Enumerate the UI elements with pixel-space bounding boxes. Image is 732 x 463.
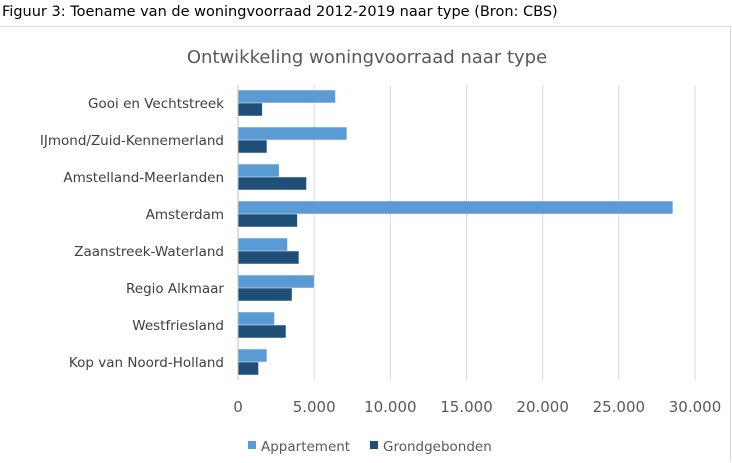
legend: Appartement Grondgebonden — [248, 439, 492, 455]
x-tick-label: 25.000 — [593, 398, 646, 416]
bar-grondgebonden-4 — [238, 214, 298, 227]
bar-grondgebonden-3 — [238, 177, 307, 190]
x-tick-label: 20.000 — [516, 398, 569, 416]
category-label: Gooi en Vechtstreek — [88, 96, 224, 112]
figure-caption: Figuur 3: Toename van de woningvoorraad … — [2, 4, 558, 20]
bar-appartement-4 — [238, 201, 673, 214]
bar-appartement-5 — [238, 238, 288, 251]
bar-appartement-7 — [238, 312, 275, 325]
grid-layer — [237, 85, 696, 380]
bar-appartement-6 — [238, 275, 314, 288]
x-tick-label: 5.000 — [293, 398, 336, 416]
legend-swatch-grondgebonden — [370, 441, 378, 449]
chart-frame — [0, 26, 731, 462]
x-tick-labels: 0 5.000 10.000 15.000 20.000 25.000 30.000 — [233, 398, 721, 416]
bar-grondgebonden-2 — [238, 140, 267, 153]
legend-swatch-appartement — [248, 441, 256, 449]
bar-grondgebonden-5 — [238, 251, 299, 264]
legend-label-grondgebonden: Grondgebonden — [383, 439, 492, 455]
chart-title: Ontwikkeling woningvoorraad naar type — [187, 47, 547, 68]
bar-grondgebonden-8 — [238, 362, 259, 375]
x-tick-label: 10.000 — [364, 398, 417, 416]
bar-appartement-1 — [238, 90, 336, 103]
bar-appartement-3 — [238, 164, 279, 177]
category-label: Zaanstreek-Waterland — [74, 244, 224, 260]
bar-appartement-8 — [238, 349, 267, 362]
category-label: Kop van Noord-Holland — [69, 355, 224, 371]
category-labels: Gooi en Vechtstreek IJmond/Zuid-Kennemerl… — [40, 96, 225, 371]
category-label: IJmond/Zuid-Kennemerland — [40, 133, 224, 149]
bar-grondgebonden-6 — [238, 288, 292, 301]
x-tick-label: 0 — [233, 398, 243, 416]
bar-grondgebonden-7 — [238, 325, 286, 338]
x-tick-label: 15.000 — [440, 398, 493, 416]
category-label: Westfriesland — [132, 318, 224, 334]
legend-label-appartement: Appartement — [261, 439, 350, 455]
category-label: Amsterdam — [146, 207, 224, 223]
category-label: Regio Alkmaar — [126, 281, 224, 297]
category-label: Amstelland-Meerlanden — [63, 170, 224, 186]
bar-layer — [238, 90, 673, 375]
x-tick-label: 30.000 — [669, 398, 722, 416]
bar-grondgebonden-1 — [238, 103, 263, 116]
bar-appartement-2 — [238, 127, 347, 140]
